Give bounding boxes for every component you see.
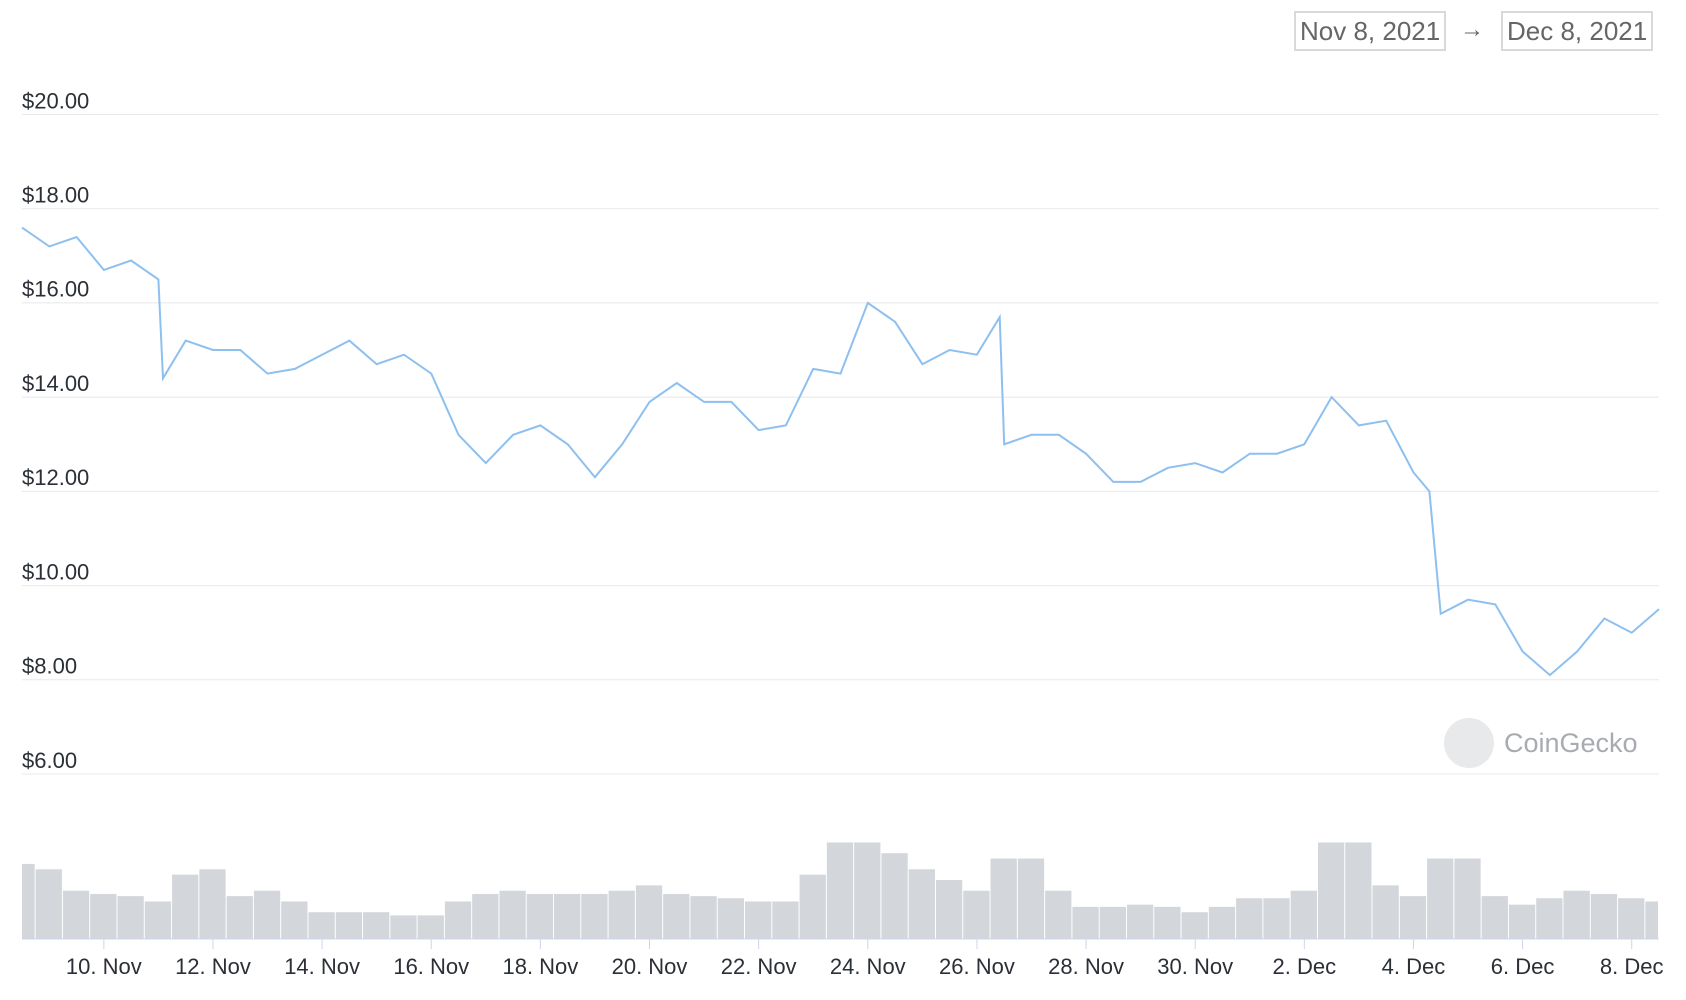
x-tick-label: 26. Nov [939, 954, 1015, 979]
x-tick-label: 28. Nov [1048, 954, 1124, 979]
volume-bar [308, 912, 335, 939]
volume-bar [581, 893, 608, 939]
volume-bar [1099, 906, 1126, 939]
volume-bar [1154, 906, 1181, 939]
volume-bar [1290, 890, 1317, 939]
volume-bar [172, 874, 199, 939]
volume-bar [117, 896, 144, 939]
volume-bar [22, 863, 35, 939]
volume-bar [1181, 912, 1208, 939]
x-tick-label: 2. Dec [1273, 954, 1337, 979]
watermark: CoinGecko [1444, 718, 1638, 768]
volume-bar [1317, 842, 1345, 939]
volume-bar [608, 890, 635, 939]
volume-bar [935, 880, 963, 939]
volume-bar [772, 901, 799, 939]
volume-bar [499, 890, 526, 939]
volume-bar [1618, 898, 1645, 939]
x-tick-label: 10. Nov [66, 954, 142, 979]
volume-bar [444, 901, 472, 939]
volume-bar [1126, 904, 1154, 939]
volume-bar [908, 869, 935, 939]
y-tick-label: $16.00 [22, 277, 89, 302]
volume-bar [1045, 890, 1072, 939]
x-tick-label: 22. Nov [721, 954, 797, 979]
volume-bar [690, 896, 717, 939]
volume-bar [363, 912, 390, 939]
y-tick-label: $20.00 [22, 88, 89, 113]
x-tick-label: 30. Nov [1157, 954, 1233, 979]
volume-bar [635, 885, 663, 939]
volume-bar [881, 853, 908, 939]
volume-bar [1454, 858, 1481, 939]
date-from[interactable]: Nov 8, 2021 [1294, 11, 1447, 51]
volume-bar [1399, 896, 1427, 939]
volume-bar [526, 893, 554, 939]
y-tick-label: $8.00 [22, 654, 77, 679]
x-tick-label: 24. Nov [830, 954, 906, 979]
volume-bar [1372, 885, 1399, 939]
x-tick-label: 6. Dec [1491, 954, 1555, 979]
volume-bar [335, 912, 363, 939]
volume-bar [1427, 858, 1454, 939]
volume-bar [62, 890, 90, 939]
volume-bar [1508, 904, 1536, 939]
y-tick-label: $6.00 [22, 748, 77, 773]
x-tick-label: 14. Nov [284, 954, 360, 979]
price-line [21, 226, 1660, 677]
volume-bar [1645, 901, 1658, 939]
volume-bar [990, 858, 1017, 939]
volume-bar [1017, 858, 1045, 939]
volume-bar [1208, 906, 1236, 939]
x-tick-label: 8. Dec [1600, 954, 1664, 979]
watermark-text: CoinGecko [1504, 727, 1638, 758]
volume-bar [144, 901, 172, 939]
volume-bar [826, 842, 854, 939]
volume-bar [90, 893, 117, 939]
x-tick-label: 20. Nov [612, 954, 688, 979]
date-separator: → [1460, 16, 1484, 43]
volume-bar [854, 842, 881, 939]
x-tick-label: 12. Nov [175, 954, 251, 979]
volume-bar [1263, 898, 1290, 939]
x-tick-label: 16. Nov [393, 954, 469, 979]
volume-bar [1536, 898, 1563, 939]
volume-bar [472, 893, 499, 939]
volume-bar [281, 901, 308, 939]
volume-bar [1590, 893, 1618, 939]
y-tick-label: $14.00 [22, 371, 89, 396]
volume-bar [554, 893, 581, 939]
volume-bar [963, 890, 990, 939]
volume-bar [745, 901, 772, 939]
volume-bar [390, 915, 417, 939]
y-tick-label: $10.00 [22, 559, 89, 584]
x-tick-label: 18. Nov [502, 954, 578, 979]
volume-bar [1481, 896, 1508, 939]
watermark-logo [1444, 718, 1494, 768]
volume-bar [253, 890, 281, 939]
volume-bar [199, 869, 226, 939]
volume-bar [799, 874, 826, 939]
y-tick-label: $18.00 [22, 183, 89, 208]
volume-bar [1563, 890, 1590, 939]
date-to[interactable]: Dec 8, 2021 [1501, 11, 1654, 51]
volume-bar [1236, 898, 1263, 939]
y-tick-label: $12.00 [22, 465, 89, 490]
volume-bar [1345, 842, 1372, 939]
volume-bar [226, 896, 253, 939]
volume-bar [417, 915, 444, 939]
volume-bar [1072, 906, 1099, 939]
x-tick-label: 4. Dec [1382, 954, 1446, 979]
volume-bar [717, 898, 745, 939]
volume-bar [35, 869, 62, 939]
volume-bar [663, 893, 690, 939]
